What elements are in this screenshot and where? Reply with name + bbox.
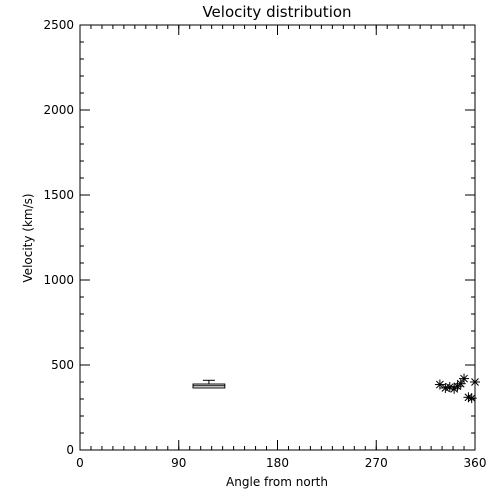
asterisk-stroke [471,378,479,386]
y-tick-label: 2500 [43,18,74,32]
x-tick-label: 360 [464,456,487,470]
y-tick-label: 500 [51,358,74,372]
y-tick-label: 2000 [43,103,74,117]
asterisk-point [459,373,470,384]
asterisk-point [470,377,480,387]
ticks: 0 90 180 270 360 0 500 1000 1500 2000 2500 [43,18,486,470]
asterisk-point [455,378,466,389]
x-axis-label: Angle from north [226,475,328,489]
x-tick-label: 0 [76,456,84,470]
x-tick-label: 180 [266,456,289,470]
asterisk-stroke [456,379,465,388]
asterisk-stroke [467,394,476,403]
x-tick-label: 90 [171,456,186,470]
asterisk-stroke [445,383,454,391]
y-tick-label: 1000 [43,273,74,287]
y-tick-label: 0 [66,443,74,457]
asterisk-stroke [464,393,473,402]
axes [79,24,476,451]
x-tick-label: 270 [365,456,388,470]
asterisk-point [444,382,455,393]
boxplot [192,379,226,389]
asterisk-stroke [435,380,444,389]
plot-frame [79,24,476,451]
asterisk-point [466,393,477,404]
asterisk-stroke [460,374,468,383]
chart-title: Velocity distribution [202,3,351,21]
y-axis-label: Velocity (km/s) [21,193,35,282]
data-points [434,373,480,404]
y-tick-label: 1500 [43,188,74,202]
asterisk-point [434,379,445,390]
